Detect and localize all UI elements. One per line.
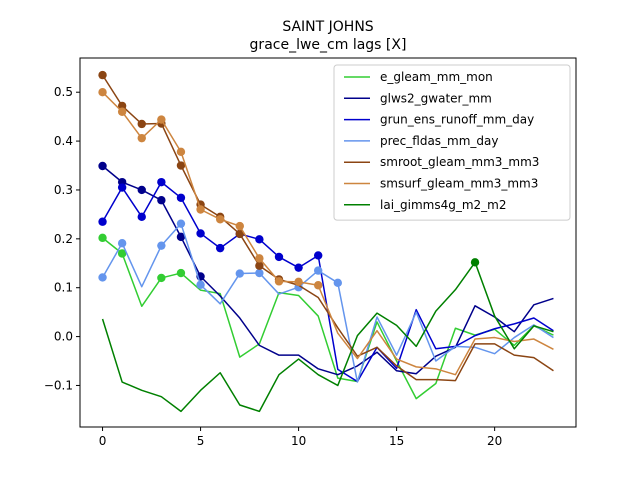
series-smsurf_gleam_mm3_mm3 bbox=[98, 88, 554, 376]
data-point bbox=[294, 263, 303, 272]
legend-box bbox=[333, 64, 571, 221]
x-tick-label: 10 bbox=[291, 434, 306, 448]
data-point bbox=[157, 177, 166, 187]
data-point bbox=[255, 261, 264, 270]
data-point bbox=[314, 266, 323, 275]
x-tick-label: 0 bbox=[99, 434, 107, 448]
chart-title: SAINT JOHNS bbox=[282, 19, 373, 35]
legend-item: grun_ens_runoff_mm_day bbox=[344, 113, 534, 127]
legend-label: grun_ens_runoff_mm_day bbox=[380, 113, 534, 127]
series-line-prec_fldas_mm_day bbox=[101, 222, 554, 383]
y-tick-label: 0.4 bbox=[54, 134, 73, 148]
data-point bbox=[98, 273, 107, 282]
data-point bbox=[137, 185, 146, 195]
axes-layer: 0 5 10 15 20 −0.1 0.0 0.1 0.2 0.3 0.4 0.5 bbox=[44, 57, 577, 448]
legend: e_gleam_mm_mon glws2_gwater_mm grun_ens_ru… bbox=[333, 64, 571, 221]
data-point bbox=[176, 161, 186, 170]
data-point bbox=[98, 217, 107, 226]
data-point bbox=[314, 251, 323, 260]
legend-item: smroot_gleam_mm3_mm3 bbox=[344, 155, 539, 169]
data-point bbox=[176, 268, 186, 278]
legend-item: e_gleam_mm_mon bbox=[344, 70, 493, 84]
legend-label: glws2_gwater_mm bbox=[380, 91, 492, 105]
data-point bbox=[196, 280, 205, 289]
legend-label: smroot_gleam_mm3_mm3 bbox=[380, 155, 539, 169]
legend-item: prec_fldas_mm_day bbox=[344, 134, 499, 148]
series-layer bbox=[98, 70, 554, 413]
data-point bbox=[98, 161, 107, 171]
data-point bbox=[176, 219, 186, 228]
data-point bbox=[98, 88, 107, 97]
data-point bbox=[157, 196, 166, 205]
legend-item: lai_gimms4g_m2_m2 bbox=[344, 198, 507, 212]
data-point bbox=[98, 70, 107, 80]
data-point bbox=[117, 183, 127, 192]
data-point bbox=[196, 205, 205, 214]
series-line-smroot_gleam_mm3_mm3 bbox=[101, 74, 554, 382]
data-point bbox=[157, 241, 166, 250]
y-tick-label: 0.5 bbox=[54, 85, 73, 99]
data-point bbox=[117, 101, 127, 111]
data-point bbox=[333, 278, 342, 288]
data-point bbox=[137, 212, 146, 222]
axes-frame bbox=[79, 57, 577, 428]
data-point bbox=[255, 254, 264, 263]
data-point bbox=[117, 107, 127, 116]
legend-label: prec_fldas_mm_day bbox=[380, 134, 499, 148]
series-line-glws2_gwater_mm bbox=[102, 165, 554, 376]
y-tick-label: 0.1 bbox=[54, 281, 73, 295]
data-point bbox=[117, 239, 127, 248]
legend-label: e_gleam_mm_mon bbox=[380, 70, 493, 84]
data-point bbox=[235, 221, 244, 231]
series-line-smsurf_gleam_mm3_mm3 bbox=[102, 91, 554, 376]
x-tick-label: 20 bbox=[487, 434, 502, 448]
data-point bbox=[274, 277, 284, 286]
data-point bbox=[215, 215, 225, 224]
series-line-lai_gimms4g_m2_m2 bbox=[101, 261, 554, 413]
data-point bbox=[235, 269, 244, 278]
x-tick-label: 15 bbox=[389, 434, 404, 448]
data-point bbox=[157, 273, 166, 283]
data-point bbox=[176, 232, 186, 242]
x-tick-label: 5 bbox=[197, 434, 205, 448]
data-point bbox=[314, 281, 323, 290]
series-prec_fldas_mm_day bbox=[98, 219, 554, 383]
data-point bbox=[470, 258, 480, 267]
data-point bbox=[235, 229, 244, 239]
data-point bbox=[294, 277, 303, 287]
legend-item: glws2_gwater_mm bbox=[344, 91, 492, 105]
legend-label: smsurf_gleam_mm3_mm3 bbox=[380, 177, 538, 191]
data-point bbox=[157, 115, 166, 124]
y-tick-label: 0.2 bbox=[54, 232, 73, 246]
data-point bbox=[274, 252, 284, 262]
data-point bbox=[176, 193, 186, 202]
data-point bbox=[255, 235, 264, 244]
legend-label: lai_gimms4g_m2_m2 bbox=[380, 198, 507, 212]
data-point bbox=[117, 249, 127, 258]
y-tick-label: 0.0 bbox=[54, 330, 73, 344]
series-lai_gimms4g_m2_m2 bbox=[101, 258, 554, 413]
data-point bbox=[137, 119, 146, 129]
data-point bbox=[176, 147, 186, 157]
data-point bbox=[255, 268, 264, 278]
chart-subtitle: grace_lwe_cm lags [X] bbox=[250, 37, 407, 53]
y-tick-label: 0.3 bbox=[54, 183, 73, 197]
y-tick-label: −0.1 bbox=[44, 378, 73, 392]
data-point bbox=[137, 133, 146, 143]
data-point bbox=[196, 229, 205, 238]
data-point bbox=[98, 233, 107, 243]
data-point bbox=[215, 243, 225, 253]
legend-item: smsurf_gleam_mm3_mm3 bbox=[344, 177, 538, 191]
